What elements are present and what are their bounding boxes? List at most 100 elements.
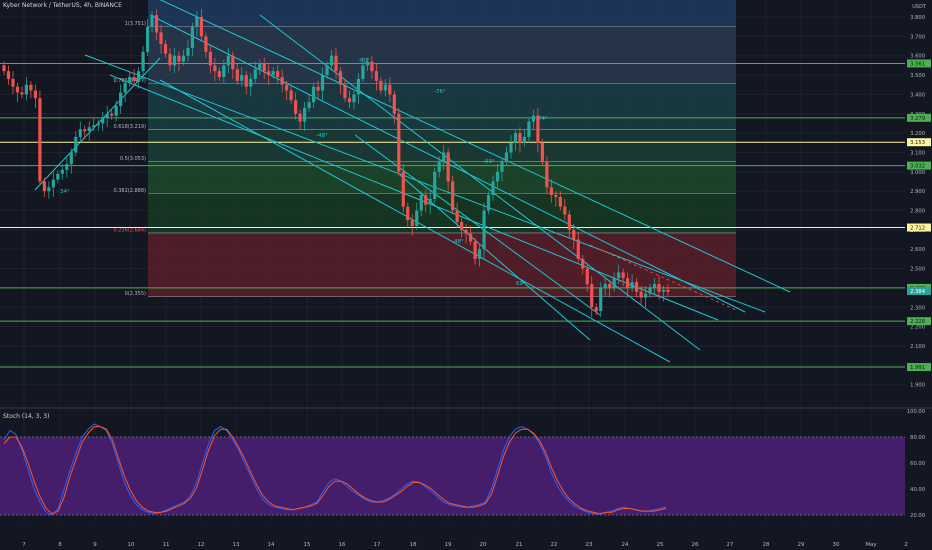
candle-body <box>101 117 105 124</box>
price-axis-bg <box>905 0 932 550</box>
candle-body <box>128 76 132 83</box>
candle-body <box>657 284 661 292</box>
candle-body <box>47 187 51 192</box>
candle-body <box>244 75 248 87</box>
level-badge-label: 2.712 <box>910 226 925 232</box>
candle-body <box>240 75 244 81</box>
candle-body <box>38 98 42 182</box>
channel-line <box>84 54 766 313</box>
channel-line <box>159 79 671 363</box>
angle-label: 34° <box>60 189 70 195</box>
x-tick-label: 16 <box>339 542 346 548</box>
stoch-d-line <box>3 426 667 515</box>
candle-body <box>145 26 150 52</box>
candle-body <box>460 222 464 230</box>
candle-body <box>123 82 127 93</box>
candle-body <box>621 272 625 279</box>
x-tick-label: 2 <box>904 542 908 548</box>
candle-body <box>361 65 365 79</box>
x-tick-label: 28 <box>763 542 770 548</box>
candle-body <box>347 98 352 103</box>
candle-body <box>594 307 598 312</box>
y-tick-label: 2.800 <box>910 209 925 215</box>
candle-body <box>486 195 491 211</box>
candle-body <box>186 47 190 56</box>
candle-body <box>608 284 612 288</box>
y-tick-label: 3.500 <box>910 73 925 79</box>
candle-body <box>280 76 284 85</box>
candle-body <box>159 32 163 45</box>
candle-body <box>424 195 428 205</box>
candle-body <box>285 84 289 91</box>
candle-body <box>442 152 446 163</box>
candle-body <box>105 113 109 118</box>
level-badge <box>907 138 931 147</box>
candle-body <box>406 206 410 221</box>
fib-label: 0.236(2.684) <box>113 227 146 233</box>
candle-body <box>253 69 257 79</box>
x-tick-label: May <box>865 542 877 548</box>
last-price-label: 2.384 <box>910 289 926 295</box>
osc-tick-label: 40.00 <box>910 487 925 493</box>
candle-body <box>154 15 159 33</box>
candle-body <box>500 162 504 172</box>
candle-body <box>132 76 136 81</box>
y-tick-label: 3.200 <box>910 131 925 137</box>
angle-label: 69° <box>516 281 526 287</box>
level-badge <box>907 59 931 68</box>
candle-body <box>24 84 29 95</box>
fib-zone <box>148 129 736 162</box>
candle-body <box>294 100 298 114</box>
candle-body <box>92 125 96 128</box>
candle-body <box>20 92 24 95</box>
osc-tick-label: 100.00 <box>907 409 925 415</box>
stoch-k-line <box>3 423 667 516</box>
candle-body <box>338 71 343 85</box>
candle-body <box>617 272 621 279</box>
candle-body <box>2 65 6 72</box>
candle-body <box>468 233 473 242</box>
candle-body <box>513 133 518 143</box>
fib-zone <box>148 0 736 27</box>
candle-body <box>231 55 235 70</box>
x-tick-label: 26 <box>692 542 699 548</box>
candle-body <box>599 287 603 312</box>
candle-body <box>114 106 118 116</box>
candle-body <box>334 55 338 72</box>
candle-body <box>518 133 522 143</box>
osc-tick-label: 20.00 <box>910 513 925 519</box>
candle-body <box>190 26 195 48</box>
candle-body <box>370 61 374 72</box>
candle-body <box>136 71 141 81</box>
candle-body <box>181 55 186 62</box>
fib-label: 0.618(3.219) <box>113 124 146 130</box>
y-tick-label: 3.600 <box>910 54 925 60</box>
candle-body <box>325 65 329 76</box>
x-tick-label: 25 <box>657 542 664 548</box>
level-badge <box>907 113 931 122</box>
x-tick-label: 30 <box>833 542 840 548</box>
candle-body <box>226 55 230 66</box>
level-badge-label: 3.561 <box>910 61 925 67</box>
candle-body <box>235 69 239 81</box>
candle-body <box>554 195 558 197</box>
candle-body <box>374 71 378 81</box>
level-badge <box>907 363 931 372</box>
candle-body <box>311 86 316 103</box>
x-tick-label: 11 <box>163 542 170 548</box>
channel-line <box>354 134 601 316</box>
candle-body <box>267 71 271 76</box>
candle-body <box>603 284 607 288</box>
x-tick-label: 20 <box>480 542 487 548</box>
candle-body <box>204 36 208 52</box>
candle-body <box>51 179 55 188</box>
candle-body <box>648 287 652 294</box>
candle-body <box>576 239 580 259</box>
candle-body <box>168 53 172 66</box>
level-badge <box>907 223 931 232</box>
candle-body <box>392 94 396 114</box>
candle-body <box>428 198 432 205</box>
candle-body <box>612 278 616 288</box>
candle-body <box>15 86 20 93</box>
